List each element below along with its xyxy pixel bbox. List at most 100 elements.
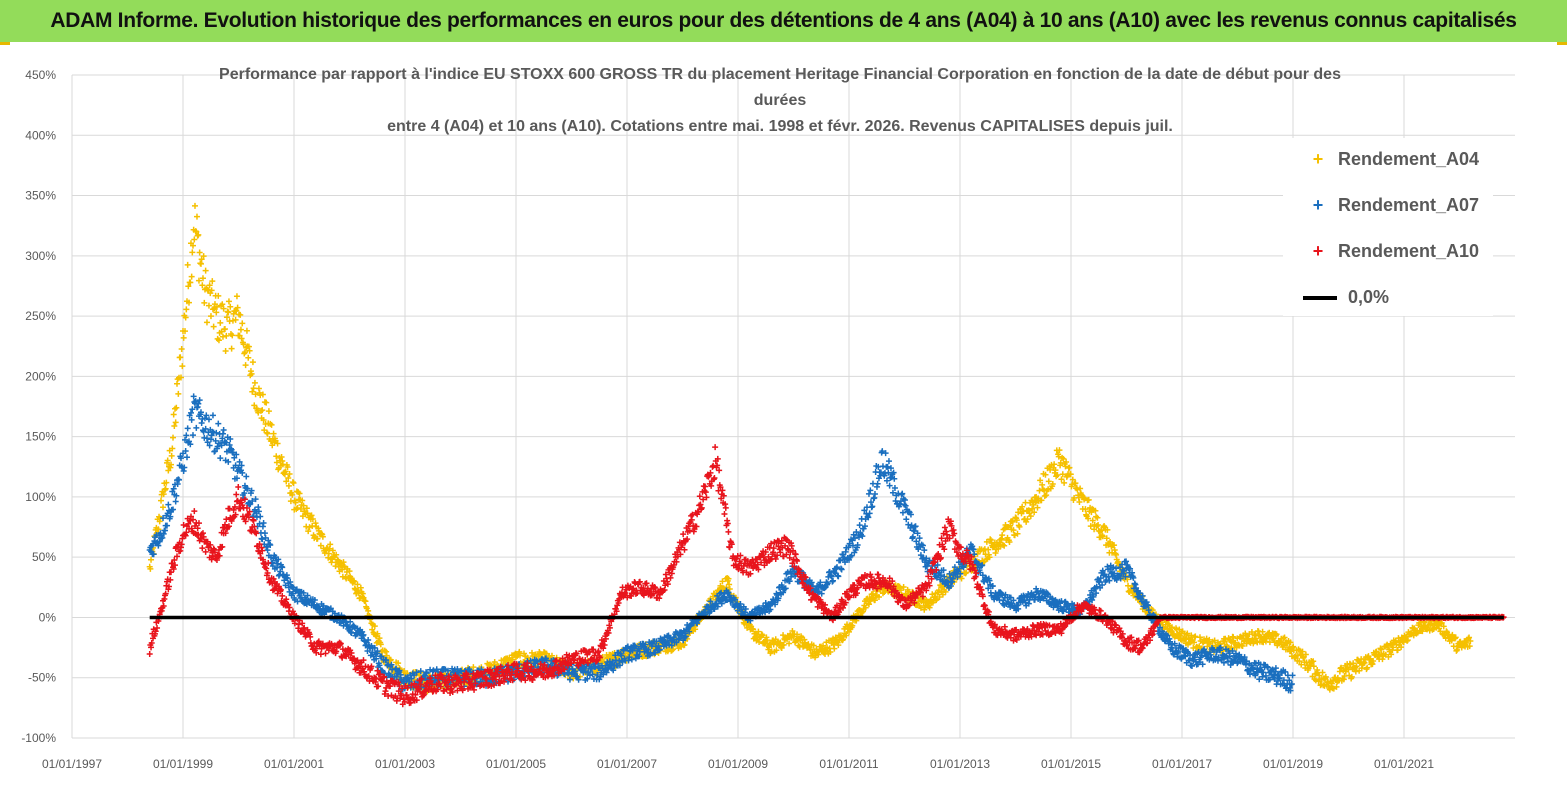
- data-point-a07: [220, 426, 227, 433]
- data-point-a04: [175, 390, 182, 397]
- data-point-a04: [1319, 669, 1326, 676]
- data-point-a04: [926, 604, 933, 611]
- data-point-a04: [810, 642, 817, 649]
- data-point-a07: [874, 480, 881, 487]
- data-point-a04: [319, 533, 326, 540]
- data-point-a07: [867, 487, 874, 494]
- data-point-a04: [184, 261, 191, 268]
- data-point-a04: [374, 630, 381, 637]
- data-point-a04: [509, 656, 516, 663]
- data-point-a07: [856, 522, 863, 529]
- data-point-a04: [1015, 509, 1022, 516]
- data-point-a04: [963, 569, 970, 576]
- data-point-a04: [329, 547, 336, 554]
- data-point-a04: [820, 642, 827, 649]
- data-point-a04: [183, 306, 190, 313]
- data-point-a04: [309, 516, 316, 523]
- data-point-a04: [282, 468, 289, 475]
- data-point-a07: [830, 577, 837, 584]
- data-point-a04: [173, 404, 180, 411]
- data-point-a04: [206, 282, 213, 289]
- data-point-a04: [252, 391, 259, 398]
- data-point-a04: [178, 346, 185, 353]
- data-point-a04: [202, 267, 209, 274]
- data-point-a04: [755, 628, 762, 635]
- data-point-a04: [1014, 530, 1021, 537]
- data-point-a04: [1031, 509, 1038, 516]
- data-point-a04: [182, 314, 189, 321]
- data-point-a04: [780, 641, 787, 648]
- data-point-a04: [240, 341, 247, 348]
- data-point-a04: [875, 593, 882, 600]
- data-point-a04: [1037, 477, 1044, 484]
- data-point-a04: [759, 632, 766, 639]
- data-point-a10: [941, 524, 948, 531]
- data-point-a07: [215, 420, 222, 427]
- data-point-a10: [725, 528, 732, 535]
- data-point-a04: [227, 303, 234, 310]
- data-point-a04: [239, 320, 246, 327]
- data-point-a04: [158, 497, 165, 504]
- data-point-a04: [942, 588, 949, 595]
- data-point-a04: [160, 504, 167, 511]
- data-point-a04: [835, 642, 842, 649]
- data-point-a04: [225, 309, 232, 316]
- data-point-a04: [193, 228, 200, 235]
- data-point-a07: [196, 397, 203, 404]
- data-point-a04: [172, 405, 179, 412]
- data-point-a04: [303, 505, 310, 512]
- data-point-a07: [183, 432, 190, 439]
- data-point-a04: [234, 304, 241, 311]
- data-point-a07: [184, 425, 191, 432]
- data-point-a10: [721, 510, 728, 517]
- data-point-a04: [195, 231, 202, 238]
- data-point-a07: [193, 424, 200, 431]
- data-point-a04: [274, 440, 281, 447]
- data-point-a07: [217, 455, 224, 462]
- data-point-a04: [188, 273, 195, 280]
- data-point-a04: [213, 309, 220, 316]
- data-point-a04: [1052, 467, 1059, 474]
- data-point-a04: [263, 399, 270, 406]
- data-point-a04: [1060, 455, 1067, 462]
- data-point-a04: [670, 646, 677, 653]
- data-point-a04: [1029, 505, 1036, 512]
- data-point-a04: [249, 388, 256, 395]
- data-point-a07: [257, 513, 264, 520]
- data-point-a04: [148, 556, 155, 563]
- data-point-a04: [354, 581, 361, 588]
- data-point-a04: [936, 594, 943, 601]
- data-point-a04: [164, 457, 171, 464]
- data-point-a04: [189, 242, 196, 249]
- data-point-a04: [168, 461, 175, 468]
- data-point-a04: [170, 434, 177, 441]
- data-point-a04: [229, 332, 236, 339]
- data-point-a04: [1063, 458, 1070, 465]
- data-point-a04: [862, 604, 869, 611]
- data-point-a04: [1093, 513, 1100, 520]
- performance-chart: 450%400%350%300%250%200%150%100%50%0%-50…: [21, 68, 1515, 771]
- data-point-a04: [1001, 542, 1008, 549]
- data-point-a04: [223, 332, 230, 339]
- data-point-a04: [214, 335, 221, 342]
- data-point-a07: [869, 503, 876, 510]
- data-point-a04: [215, 337, 222, 344]
- data-point-a04: [516, 652, 523, 659]
- data-point-a04: [1009, 518, 1016, 525]
- data-point-a04: [831, 645, 838, 652]
- data-point-a07: [264, 547, 271, 554]
- data-point-a04: [243, 327, 250, 334]
- data-point-a04: [246, 347, 253, 354]
- data-point-a04: [294, 504, 301, 511]
- data-point-a04: [332, 563, 339, 570]
- data-point-a04: [259, 391, 266, 398]
- data-point-a04: [221, 326, 228, 333]
- data-point-a04: [333, 551, 340, 558]
- data-point-a07: [865, 490, 872, 497]
- data-point-a04: [1087, 523, 1094, 530]
- data-point-a04: [189, 249, 196, 256]
- data-point-a10: [199, 545, 206, 552]
- data-point-a04: [1006, 539, 1013, 546]
- data-point-a10: [322, 650, 329, 657]
- data-point-a04: [1016, 523, 1023, 530]
